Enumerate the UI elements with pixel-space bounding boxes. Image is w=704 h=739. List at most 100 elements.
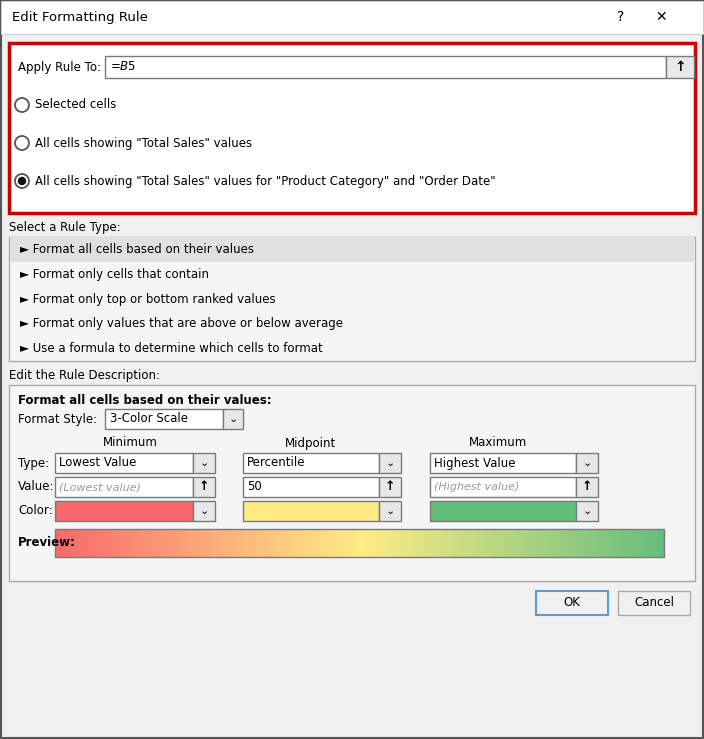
Text: =$B$5: =$B$5 xyxy=(110,61,137,73)
Bar xyxy=(238,529,240,557)
Bar xyxy=(303,529,306,557)
Bar xyxy=(103,529,106,557)
Bar xyxy=(326,529,328,557)
Bar xyxy=(87,529,89,557)
Bar xyxy=(163,529,165,557)
Bar xyxy=(576,453,598,473)
Bar xyxy=(251,529,253,557)
Bar xyxy=(572,529,575,557)
Bar xyxy=(279,529,281,557)
Bar xyxy=(55,529,57,557)
Bar xyxy=(347,529,350,557)
Bar xyxy=(292,529,295,557)
Bar xyxy=(245,529,248,557)
Text: ► Use a formula to determine which cells to format: ► Use a formula to determine which cells… xyxy=(20,342,322,355)
Bar xyxy=(396,529,398,557)
Bar xyxy=(565,529,567,557)
Bar xyxy=(76,529,79,557)
Bar xyxy=(453,529,455,557)
Bar xyxy=(410,529,412,557)
Bar xyxy=(308,529,310,557)
Bar xyxy=(243,477,379,497)
Bar xyxy=(196,529,199,557)
Text: Type:: Type: xyxy=(18,457,49,469)
Bar xyxy=(276,529,278,557)
Bar xyxy=(579,529,581,557)
Bar xyxy=(475,529,477,557)
Bar xyxy=(416,529,418,557)
Bar xyxy=(300,529,303,557)
Bar xyxy=(576,529,578,557)
Bar xyxy=(55,501,193,521)
Bar xyxy=(614,529,616,557)
Text: ↑: ↑ xyxy=(674,60,686,74)
Bar xyxy=(387,529,389,557)
Bar xyxy=(378,529,380,557)
Bar xyxy=(582,529,584,557)
Bar xyxy=(367,529,370,557)
Bar xyxy=(250,529,252,557)
Bar xyxy=(280,529,282,557)
Bar xyxy=(422,529,425,557)
Bar xyxy=(441,529,444,557)
Bar xyxy=(577,529,579,557)
Bar xyxy=(379,529,382,557)
Text: Select a Rule Type:: Select a Rule Type: xyxy=(9,220,121,234)
Bar xyxy=(241,529,243,557)
Bar xyxy=(232,529,234,557)
Bar xyxy=(260,529,263,557)
Text: ⌄: ⌄ xyxy=(385,506,395,516)
Bar xyxy=(425,529,427,557)
Bar xyxy=(417,529,420,557)
Bar xyxy=(484,529,486,557)
Bar xyxy=(122,529,125,557)
Bar xyxy=(272,529,275,557)
Bar xyxy=(610,529,613,557)
Text: ► Format all cells based on their values: ► Format all cells based on their values xyxy=(20,243,254,256)
Bar xyxy=(118,529,120,557)
Bar xyxy=(520,529,522,557)
Bar xyxy=(602,529,604,557)
Bar xyxy=(643,529,645,557)
Bar xyxy=(626,529,628,557)
Bar xyxy=(640,529,642,557)
Bar xyxy=(170,529,173,557)
Bar xyxy=(408,529,410,557)
Bar xyxy=(588,529,590,557)
Bar xyxy=(457,529,459,557)
Bar xyxy=(9,237,695,361)
Text: ► Format only top or bottom ranked values: ► Format only top or bottom ranked value… xyxy=(20,293,276,305)
Text: Edit Formatting Rule: Edit Formatting Rule xyxy=(12,10,148,24)
Bar xyxy=(130,529,132,557)
Bar xyxy=(446,529,448,557)
Bar xyxy=(390,529,392,557)
Bar xyxy=(69,529,71,557)
Text: All cells showing "Total Sales" values: All cells showing "Total Sales" values xyxy=(35,137,252,149)
Bar xyxy=(631,529,633,557)
Bar xyxy=(632,529,634,557)
Bar xyxy=(620,529,622,557)
Bar xyxy=(253,529,256,557)
Bar xyxy=(227,529,230,557)
Bar xyxy=(469,529,472,557)
Bar xyxy=(203,529,205,557)
Bar xyxy=(466,529,468,557)
Bar xyxy=(480,529,482,557)
Text: Midpoint: Midpoint xyxy=(284,437,336,449)
Bar xyxy=(113,529,115,557)
Bar xyxy=(102,529,104,557)
Bar xyxy=(136,529,138,557)
Bar xyxy=(413,529,415,557)
Bar xyxy=(183,529,185,557)
Bar xyxy=(379,453,401,473)
Bar xyxy=(430,453,576,473)
Bar xyxy=(491,529,493,557)
Bar xyxy=(478,529,481,557)
Bar xyxy=(349,529,351,557)
Bar xyxy=(145,529,147,557)
Bar xyxy=(462,529,464,557)
Bar xyxy=(356,529,359,557)
Bar xyxy=(644,529,646,557)
Bar xyxy=(325,529,327,557)
Bar xyxy=(201,529,203,557)
